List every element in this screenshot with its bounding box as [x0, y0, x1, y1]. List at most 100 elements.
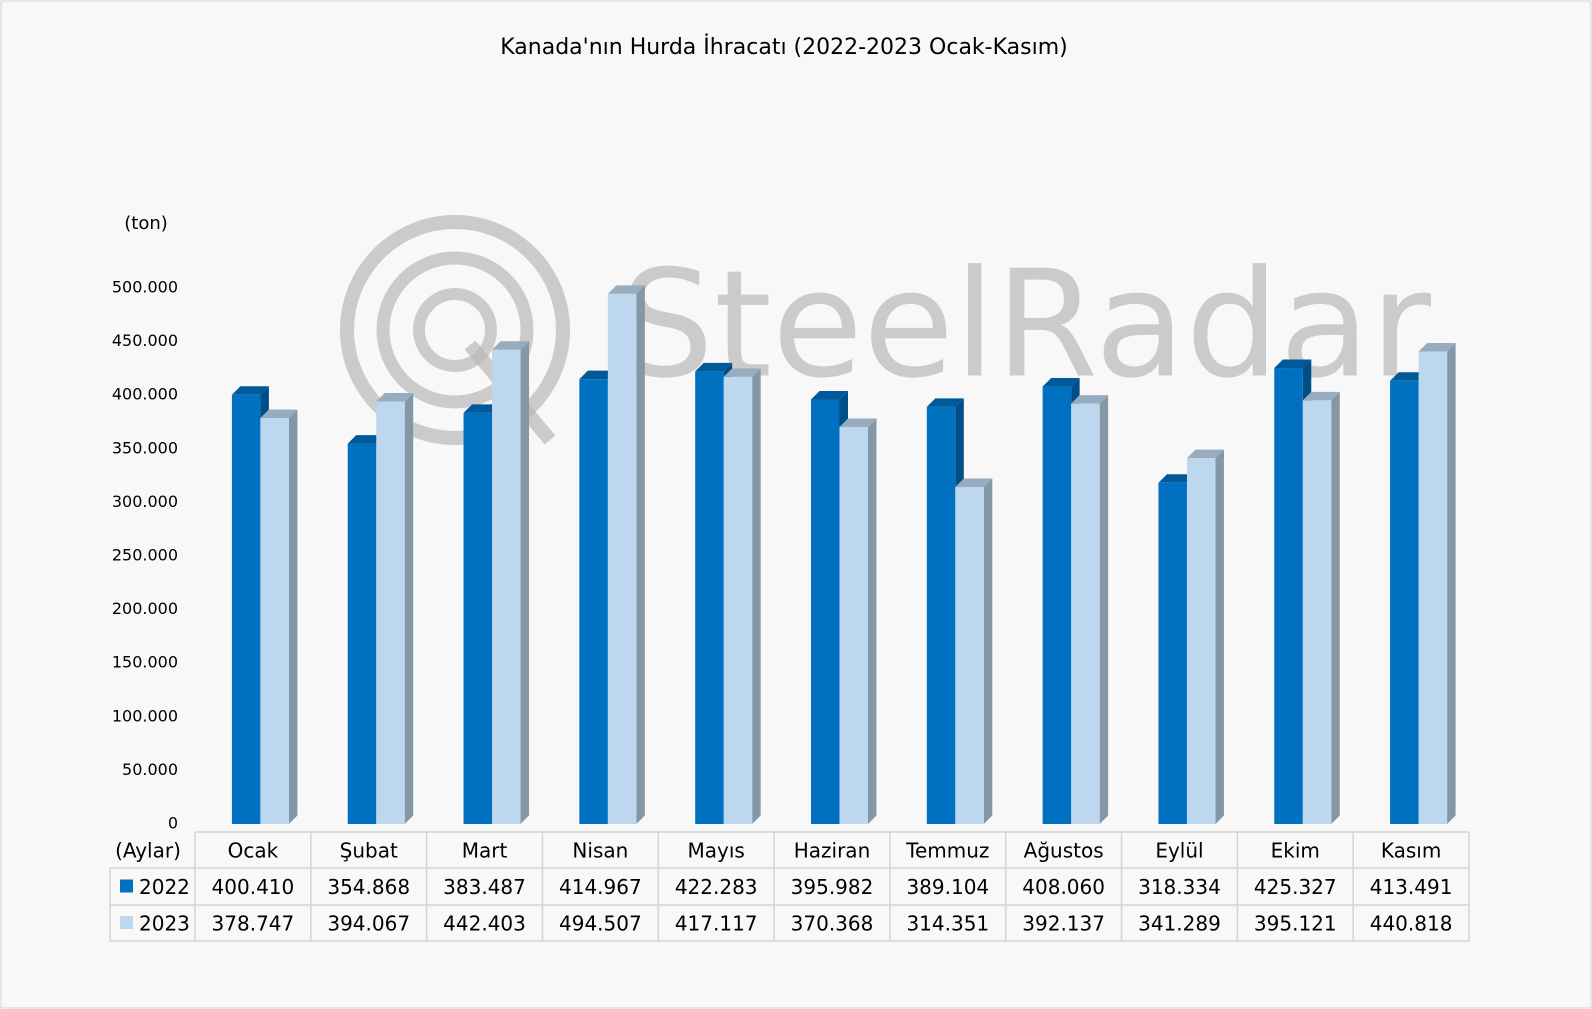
bar-top [607, 285, 645, 294]
bar-side [868, 418, 877, 824]
bar [811, 399, 840, 824]
bar-top [463, 404, 501, 413]
value-label: 341.289 [1138, 912, 1221, 936]
chart-title: Kanada'nın Hurda İhracatı (2022-2023 Oca… [500, 34, 1067, 60]
bar [1418, 351, 1448, 824]
value-label: 414.967 [559, 875, 642, 899]
value-label: 394.067 [327, 912, 410, 936]
x-tick-label: Şubat [340, 839, 398, 863]
bar-side [404, 393, 414, 824]
bar-top [1302, 391, 1340, 401]
value-label: 314.351 [906, 912, 989, 936]
bar [579, 379, 608, 824]
bar-top [1042, 378, 1080, 387]
bar-top [1158, 474, 1196, 483]
bar-top [1186, 449, 1224, 459]
bar-side [752, 368, 761, 824]
bar [231, 394, 261, 824]
x-tick-label: Mayıs [688, 839, 745, 863]
y-tick-label: 50.000 [122, 760, 178, 779]
value-label: 378.747 [212, 912, 295, 936]
bar [1042, 386, 1072, 824]
bar [695, 371, 724, 824]
bar [607, 293, 637, 824]
legend-swatch [120, 879, 133, 893]
legend-swatch [120, 916, 133, 929]
value-label: 383.487 [443, 875, 526, 899]
bar-side [1215, 449, 1224, 824]
y-tick-label: 0 [168, 814, 178, 833]
bar-side [288, 409, 298, 824]
legend-label: 2023 [139, 912, 190, 936]
value-label: 400.410 [212, 875, 295, 899]
bar-top [723, 368, 761, 377]
value-label: 354.868 [327, 875, 410, 899]
legend-label: 2022 [139, 875, 190, 899]
y-tick-label: 150.000 [112, 653, 178, 672]
bar-side [520, 341, 530, 824]
bar [1302, 400, 1332, 824]
bar [1158, 482, 1187, 824]
value-label: 422.283 [675, 875, 758, 899]
y-axis-unit: (ton) [124, 213, 168, 234]
y-tick-label: 450.000 [112, 331, 178, 350]
value-label: 440.818 [1370, 912, 1453, 936]
value-label: 395.121 [1254, 912, 1337, 936]
y-tick-label: 350.000 [112, 438, 178, 457]
value-label: 425.327 [1254, 875, 1337, 899]
bar [926, 406, 956, 824]
value-label: 417.117 [675, 912, 758, 936]
bar [1390, 380, 1419, 824]
bar-top [231, 386, 269, 395]
value-label: 413.491 [1370, 875, 1453, 899]
bar [723, 376, 753, 824]
bar-top [260, 409, 298, 418]
bar-top [926, 398, 964, 407]
value-label: 395.982 [791, 875, 874, 899]
x-tick-label: Nisan [572, 839, 628, 863]
value-label: 442.403 [443, 912, 526, 936]
bar [839, 426, 868, 824]
bar-top [955, 478, 993, 488]
x-tick-label: Eylül [1155, 839, 1203, 863]
x-tick-label: Temmuz [905, 839, 989, 863]
bar-top [1418, 342, 1456, 352]
bar [955, 487, 984, 824]
bar-side [983, 478, 993, 824]
y-tick-label: 400.000 [112, 385, 178, 404]
x-tick-label: Haziran [794, 839, 871, 863]
bar-top [1071, 395, 1109, 404]
x-tick-label: Ağustos [1024, 839, 1104, 863]
value-label: 494.507 [559, 912, 642, 936]
value-label: 370.368 [791, 912, 874, 936]
x-tick-label: Ekim [1271, 839, 1320, 863]
bar-side [1099, 395, 1109, 824]
y-tick-label: 100.000 [112, 706, 178, 725]
bar-top [839, 418, 877, 427]
x-tick-label: Mart [462, 839, 508, 863]
y-tick-label: 300.000 [112, 492, 178, 511]
bar [347, 443, 377, 824]
value-label: 318.334 [1138, 875, 1221, 899]
bar [1186, 458, 1216, 824]
bar [1274, 368, 1303, 824]
bar-top [811, 391, 848, 400]
y-tick-label: 500.000 [112, 278, 178, 297]
bar [492, 349, 521, 824]
bar-top [376, 393, 414, 402]
bar-top [695, 362, 733, 372]
bar-top [492, 341, 530, 350]
bar-top [1390, 372, 1428, 381]
value-label: 389.104 [906, 875, 989, 899]
value-label: 408.060 [1022, 875, 1105, 899]
bar-top [579, 370, 617, 380]
bar [376, 401, 405, 824]
bar [1071, 403, 1100, 824]
y-tick-label: 200.000 [112, 599, 178, 618]
bar-top [1274, 359, 1312, 369]
y-tick-label: 250.000 [112, 546, 178, 565]
x-tick-label: Kasım [1381, 839, 1441, 863]
bar [463, 412, 493, 824]
bar-top [347, 435, 385, 444]
